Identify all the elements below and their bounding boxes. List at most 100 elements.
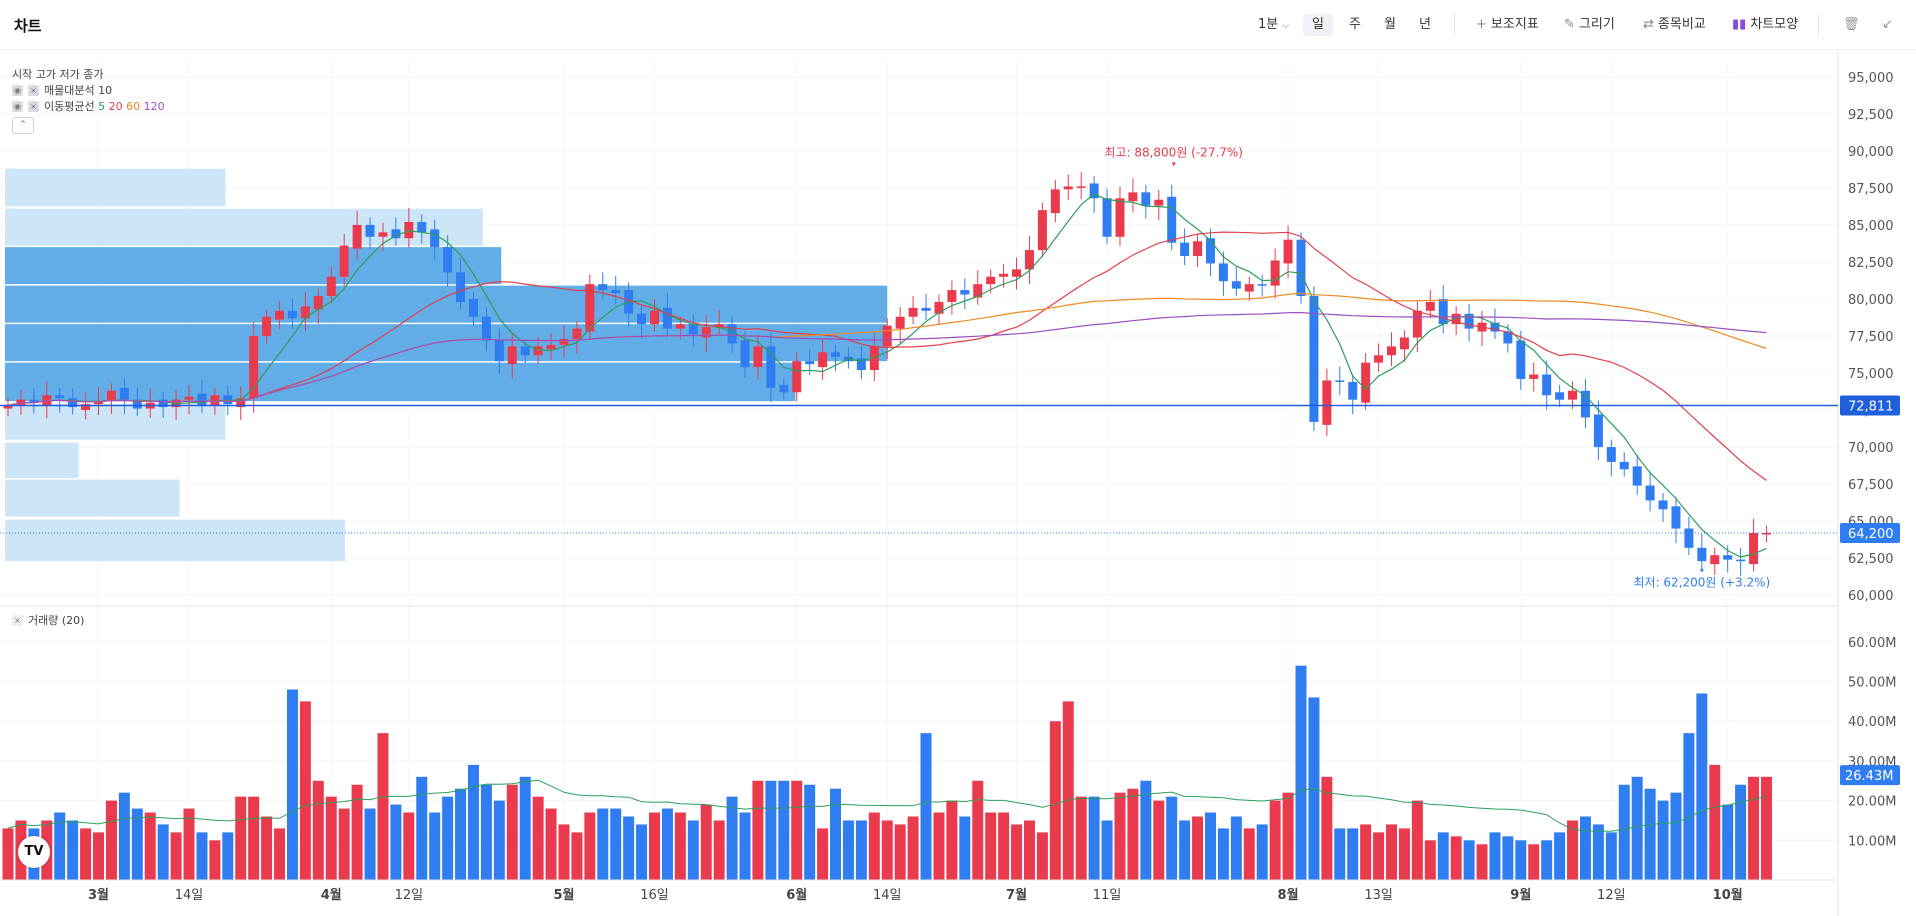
candle-body	[921, 307, 931, 311]
candle-body	[1115, 198, 1125, 237]
chart-style-button[interactable]: ▮▮ 차트모양	[1732, 14, 1798, 36]
candle-body	[68, 398, 78, 408]
candle-body	[1102, 198, 1112, 237]
candle-body	[352, 224, 362, 249]
candle-body	[1490, 322, 1500, 332]
close-icon[interactable]: ×	[12, 614, 23, 626]
last-volume-tag-bg	[1840, 765, 1900, 786]
time-tick-label: 14일	[175, 888, 204, 903]
volume-bar	[429, 812, 441, 880]
trash-icon[interactable]: 🗑	[1843, 17, 1860, 32]
volume-bar	[571, 832, 583, 880]
volume-bar	[144, 812, 156, 880]
candle-body	[675, 324, 685, 329]
candle-body	[1399, 337, 1409, 350]
poc-price-tag-bg	[1840, 395, 1900, 416]
volume-bar	[1140, 780, 1152, 880]
volume-bar	[1644, 788, 1656, 880]
tab-period-week[interactable]: 주	[1349, 17, 1361, 32]
volume-bar	[519, 776, 531, 880]
volume-bar	[1347, 828, 1359, 880]
volume-legend: × 거래량 (20)	[12, 612, 84, 628]
volume-bar	[791, 780, 803, 880]
eye-icon[interactable]: ◉	[12, 84, 23, 96]
candle-body	[1361, 362, 1371, 403]
time-tick-label: 9월	[1510, 887, 1531, 903]
volume-bar	[752, 780, 764, 880]
candle-body	[236, 398, 246, 408]
candle-body	[572, 328, 582, 339]
volume-bar	[842, 820, 854, 880]
volume-bar	[1243, 828, 1255, 880]
candle-body	[1387, 346, 1397, 356]
candle-body	[1736, 559, 1746, 562]
annotations: 72,811 64,200 26.43M 최고: 88,800원 (-27.7%)▾ ▴…	[0, 146, 1900, 786]
volume-bar	[67, 820, 79, 880]
eye-icon[interactable]: ◉	[12, 100, 23, 112]
candle-body	[1024, 250, 1034, 270]
time-tick-label: 7월	[1006, 887, 1027, 903]
volume-bar	[1062, 701, 1074, 880]
volume-profile-bar	[5, 168, 226, 207]
candle-body	[895, 316, 905, 329]
volume-bar	[506, 784, 518, 880]
ma20-line	[7, 231, 1767, 481]
candle-body	[1231, 281, 1241, 289]
candle-body	[1761, 532, 1771, 535]
chart-style-label: 차트모양	[1750, 17, 1799, 32]
volume-bar	[1463, 840, 1475, 880]
candle-body	[1050, 189, 1060, 214]
poc-price-tag: 72,811	[1848, 399, 1894, 414]
interval-dropdown[interactable]: 1분 ⌵	[1258, 14, 1289, 36]
volume-bar	[1424, 840, 1436, 880]
volume-bar	[1567, 820, 1579, 880]
candle-body	[818, 352, 828, 368]
volume-bar	[93, 832, 105, 880]
close-icon[interactable]: ×	[28, 84, 39, 96]
candle-body	[1244, 284, 1254, 292]
draw-button[interactable]: ✎ 그리기	[1564, 14, 1615, 36]
volume-bar	[1696, 693, 1708, 880]
compare-arrows-icon: ⇄	[1643, 17, 1654, 32]
candle-body	[119, 387, 129, 400]
ma120-line	[7, 311, 1767, 407]
volume-legend-label: 거래량 (20)	[28, 614, 85, 627]
close-icon[interactable]: ×	[28, 100, 39, 112]
collapse-icon[interactable]: ↙	[1882, 17, 1893, 32]
volume-bar	[157, 824, 169, 880]
volume-bar	[1153, 800, 1165, 880]
volume-bar	[959, 816, 971, 880]
compare-button[interactable]: ⇄ 종목비교	[1643, 14, 1706, 36]
last-price-tag-bg	[1840, 522, 1900, 543]
time-tick-label: 4월	[321, 887, 342, 903]
volume-bar	[1515, 840, 1527, 880]
candle-body	[1542, 374, 1552, 396]
candle-body	[1593, 414, 1603, 448]
tab-period-year[interactable]: 년	[1419, 17, 1431, 32]
candle-body	[792, 361, 802, 393]
candle-body	[779, 384, 789, 393]
volume-bar	[54, 812, 66, 880]
volume-bar	[183, 808, 195, 880]
candle-body	[1154, 199, 1164, 206]
time-tick-label: 6월	[786, 887, 807, 903]
tradingview-logo[interactable]: TV	[18, 836, 50, 868]
candle-body	[1063, 186, 1073, 190]
time-tick-label: 12일	[1597, 888, 1626, 903]
indicators-button[interactable]: + 보조지표	[1476, 14, 1539, 36]
volume-bar	[830, 788, 842, 880]
volume-bar	[778, 780, 790, 880]
candle-body	[986, 276, 996, 285]
candle-body	[1684, 528, 1694, 548]
volume-bar	[1657, 800, 1669, 880]
tab-period-month[interactable]: 월	[1384, 17, 1396, 32]
tab-period-day[interactable]: 일	[1303, 14, 1333, 36]
volume-profile-bar	[5, 479, 180, 517]
candle-body	[249, 336, 259, 399]
candle-body	[1671, 506, 1681, 529]
volume-profile-bar	[5, 324, 888, 362]
candle-body	[1335, 380, 1345, 382]
price-tick-label: 85,000	[1848, 219, 1894, 234]
legend-collapse-button[interactable]: ⌃	[12, 117, 34, 134]
